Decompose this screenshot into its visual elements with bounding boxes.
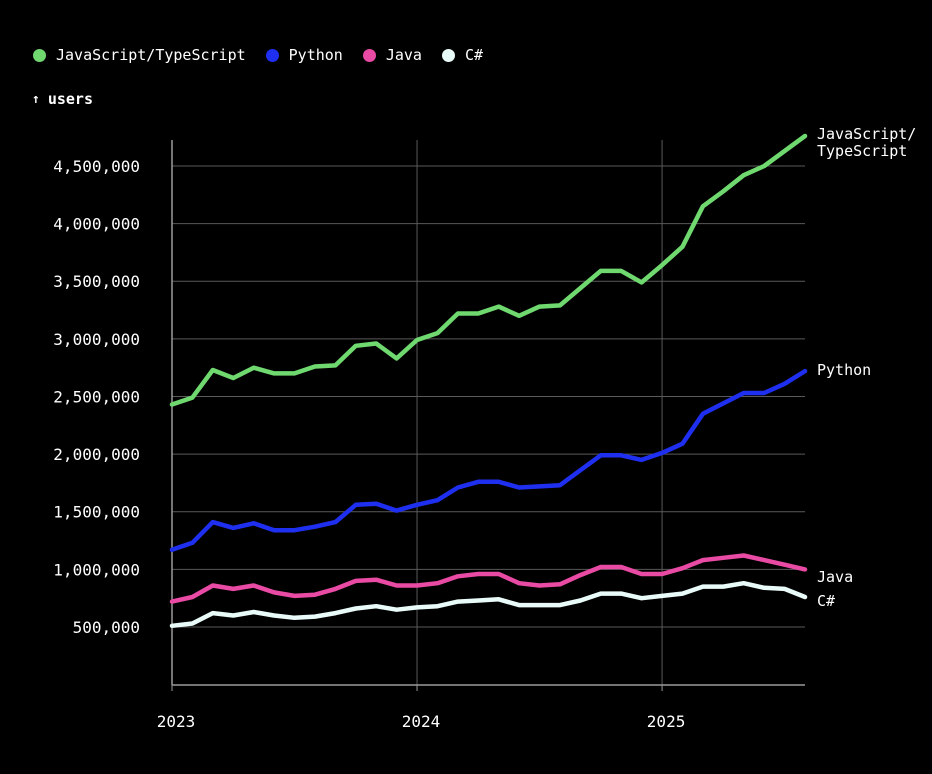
legend-item-java[interactable]: Java	[362, 46, 422, 64]
series-line-python[interactable]	[169, 368, 808, 553]
y-tick-label: 2,500,000	[53, 387, 140, 406]
legend-dot-javascript-typescript	[33, 48, 46, 62]
series-end-label: JavaScript/TypeScript	[817, 125, 916, 160]
legend-dot-java	[362, 48, 376, 62]
y-tick-label: 3,500,000	[53, 272, 140, 291]
y-tick-label: 500,000	[73, 618, 140, 637]
series-end-label-line: TypeScript	[817, 142, 907, 160]
x-tick-label: 2023	[157, 712, 196, 731]
arrow-up-icon: ↑	[32, 91, 40, 107]
legend-dot-csharp	[441, 48, 455, 62]
y-tick-label: 2,000,000	[53, 445, 140, 464]
legend-label-csharp: C#	[464, 46, 484, 64]
series-end-label-line: Java	[817, 568, 853, 586]
y-tick-label: 4,500,000	[53, 157, 140, 176]
legend-label-python: Python	[288, 46, 343, 64]
series-end-label: Java	[817, 568, 853, 586]
y-tick-label: 4,000,000	[53, 215, 140, 234]
legend-item-csharp[interactable]: C#	[441, 46, 484, 64]
x-tick-label: 2024	[402, 712, 441, 731]
series-line-javascript-typescript[interactable]	[169, 133, 808, 407]
y-tick-label: 1,000,000	[53, 560, 140, 579]
legend: JavaScript/TypeScript Python Java C#	[33, 46, 503, 64]
legend-label-javascript-typescript: JavaScript/TypeScript	[56, 46, 246, 64]
y-axis-title: users	[47, 90, 93, 108]
series-end-label: Python	[817, 361, 871, 379]
legend-label-java: Java	[385, 46, 422, 64]
legend-item-python[interactable]: Python	[265, 46, 343, 64]
legend-item-javascript-typescript[interactable]: JavaScript/TypeScript	[33, 46, 246, 64]
series-line-csharp[interactable]	[169, 580, 808, 629]
y-tick-label: 1,500,000	[53, 503, 140, 522]
legend-dot-python	[265, 48, 279, 62]
y-axis-unit-label: ↑ users	[32, 90, 93, 108]
y-tick-label: 3,000,000	[53, 330, 140, 349]
x-tick-label: 2025	[647, 712, 686, 731]
series-end-label-line: Python	[817, 361, 871, 379]
series-end-label-line: JavaScript/	[817, 125, 916, 143]
series-end-label: C#	[817, 592, 835, 610]
series-line-java[interactable]	[169, 553, 808, 604]
series-end-label-line: C#	[817, 592, 835, 610]
